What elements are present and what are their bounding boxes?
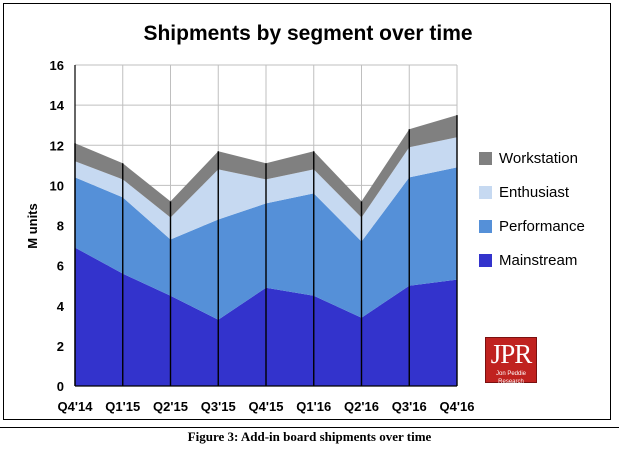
x-tick-label: Q4'15	[249, 399, 284, 414]
y-tick-label: 16	[50, 58, 64, 73]
chart-title: Shipments by segment over time	[143, 22, 472, 45]
caption-rule	[0, 427, 619, 428]
x-tick-label: Q4'16	[440, 399, 475, 414]
jpr-logo: JPR Jon Peddie Research	[485, 337, 537, 385]
y-tick-label: 2	[57, 339, 64, 354]
legend-swatch	[479, 254, 492, 267]
y-tick-label: 14	[50, 98, 65, 113]
y-tick-label: 0	[57, 379, 64, 394]
y-tick-label: 4	[57, 299, 65, 314]
legend-swatch	[479, 186, 492, 199]
legend-swatch	[479, 152, 492, 165]
x-tick-label: Q2'16	[344, 399, 379, 414]
logo-subtext: Jon Peddie Research	[495, 371, 527, 385]
figure-caption: Figure 3: Add-in board shipments over ti…	[187, 429, 432, 444]
legend-label: Enthusiast	[499, 184, 570, 201]
legend-label: Mainstream	[499, 252, 577, 269]
y-tick-label: 12	[50, 138, 64, 153]
x-tick-label: Q3'16	[392, 399, 427, 414]
x-tick-label: Q1'16	[296, 399, 331, 414]
y-tick-label: 10	[50, 178, 64, 193]
x-tick-label: Q4'14	[58, 399, 94, 414]
legend-swatch	[479, 220, 492, 233]
y-tick-label: 8	[57, 219, 64, 234]
x-tick-label: Q3'15	[201, 399, 236, 414]
y-tick-label: 6	[57, 259, 64, 274]
legend-label: Workstation	[499, 150, 578, 167]
x-tick-label: Q2'15	[153, 399, 188, 414]
logo-text: JPR	[490, 339, 533, 369]
y-axis-label: M units	[25, 203, 40, 249]
x-tick-label: Q1'15	[105, 399, 140, 414]
legend-label: Performance	[499, 218, 585, 235]
